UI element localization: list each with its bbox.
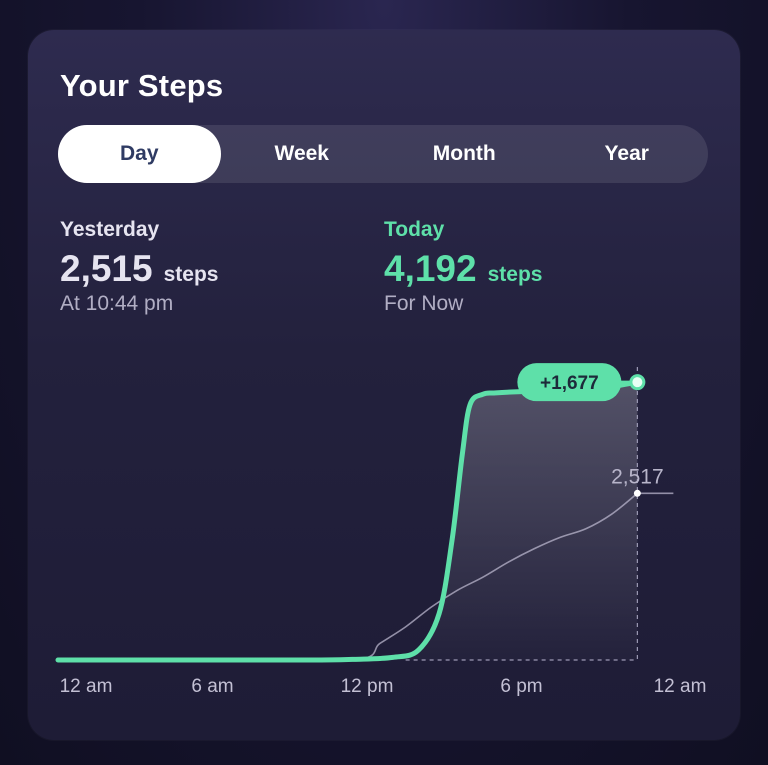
tab-week[interactable]: Week: [274, 142, 329, 165]
tab-month[interactable]: Month: [432, 142, 496, 165]
delta-badge: [517, 363, 622, 402]
yesterday-steps-unit: steps: [163, 263, 219, 286]
today-label: Today: [384, 218, 445, 241]
steps-chart: +1,677 2,517 12 am 6 am 12 pm 6 pm 12 am: [55, 363, 707, 697]
today-end-point: [629, 374, 646, 391]
x-tick-label: 12 pm: [341, 676, 394, 697]
x-tick-label: 12 am: [654, 676, 707, 697]
today-area-fill: [58, 382, 638, 661]
yesterday-end-point: [633, 489, 641, 497]
yesterday-note: At 10:44 pm: [60, 292, 174, 315]
yesterday-summary: Yesterday 2,515 steps At 10:44 pm: [60, 218, 218, 316]
page-title: Your Steps: [60, 68, 224, 103]
delta-badge-label: +1,677: [540, 373, 599, 394]
period-tabs: Day Week Month Year: [58, 125, 708, 183]
tab-day[interactable]: Day: [58, 125, 221, 183]
today-steps-value: 4,192: [384, 248, 477, 289]
x-tick-label: 6 pm: [500, 676, 542, 697]
today-value-row: 4,192 steps: [384, 248, 542, 290]
yesterday-value-label: 2,517: [611, 465, 664, 488]
x-tick-label: 12 am: [60, 676, 113, 697]
yesterday-label: Yesterday: [60, 218, 160, 241]
tab-year[interactable]: Year: [604, 142, 649, 165]
today-note: For Now: [384, 292, 464, 315]
x-tick-label: 6 am: [191, 676, 233, 697]
yesterday-steps-value: 2,515: [60, 248, 153, 289]
today-summary: Today 4,192 steps For Now: [384, 218, 542, 316]
today-steps-unit: steps: [487, 263, 543, 286]
steps-card: Your Steps Day Week Month Year Yesterday…: [28, 30, 740, 740]
yesterday-value-row: 2,515 steps: [60, 248, 218, 290]
chart-plot-area: +1,677 2,517 12 am 6 am 12 pm 6 pm 12 am: [55, 363, 707, 697]
